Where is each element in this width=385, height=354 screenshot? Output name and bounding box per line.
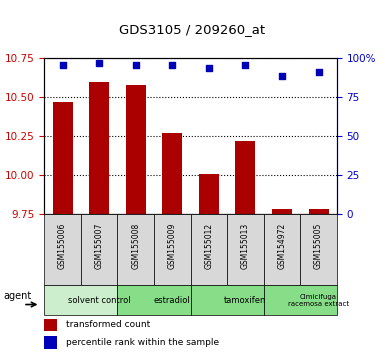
Bar xyxy=(235,141,256,214)
Bar xyxy=(162,133,182,214)
Bar xyxy=(117,285,191,315)
Bar xyxy=(264,285,337,315)
Bar xyxy=(44,319,57,331)
Bar xyxy=(199,174,219,214)
Text: GSM155009: GSM155009 xyxy=(168,223,177,269)
Text: transformed count: transformed count xyxy=(66,320,151,330)
Text: GSM154972: GSM154972 xyxy=(278,223,286,269)
Text: GSM155012: GSM155012 xyxy=(204,223,213,269)
Text: GSM155006: GSM155006 xyxy=(58,223,67,269)
Text: estradiol: estradiol xyxy=(154,296,191,304)
Point xyxy=(132,62,139,68)
Text: GSM155013: GSM155013 xyxy=(241,223,250,269)
Bar xyxy=(126,85,146,214)
Bar xyxy=(117,214,154,285)
Point xyxy=(206,65,212,70)
Bar xyxy=(300,214,337,285)
Point xyxy=(243,62,249,68)
Bar xyxy=(272,210,292,214)
Text: GSM155008: GSM155008 xyxy=(131,223,140,269)
Bar xyxy=(44,336,57,349)
Point xyxy=(59,62,65,68)
Bar xyxy=(44,285,117,315)
Text: GSM155007: GSM155007 xyxy=(95,223,104,269)
Bar xyxy=(308,210,329,214)
Bar xyxy=(52,102,73,214)
Bar xyxy=(191,214,227,285)
Text: GDS3105 / 209260_at: GDS3105 / 209260_at xyxy=(119,23,266,36)
Text: GSM155005: GSM155005 xyxy=(314,223,323,269)
Text: agent: agent xyxy=(4,291,32,301)
Point xyxy=(316,70,322,75)
Text: tamoxifen: tamoxifen xyxy=(224,296,267,304)
Bar xyxy=(227,214,264,285)
Text: Cimicifuga
racemosa extract: Cimicifuga racemosa extract xyxy=(288,293,349,307)
Point xyxy=(96,60,102,66)
Bar xyxy=(44,214,81,285)
Text: solvent control: solvent control xyxy=(68,296,131,304)
Bar xyxy=(264,214,300,285)
Bar xyxy=(154,214,191,285)
Bar xyxy=(89,82,109,214)
Point xyxy=(279,73,285,78)
Point xyxy=(169,62,176,68)
Bar xyxy=(191,285,264,315)
Bar xyxy=(81,214,117,285)
Text: percentile rank within the sample: percentile rank within the sample xyxy=(66,338,219,347)
